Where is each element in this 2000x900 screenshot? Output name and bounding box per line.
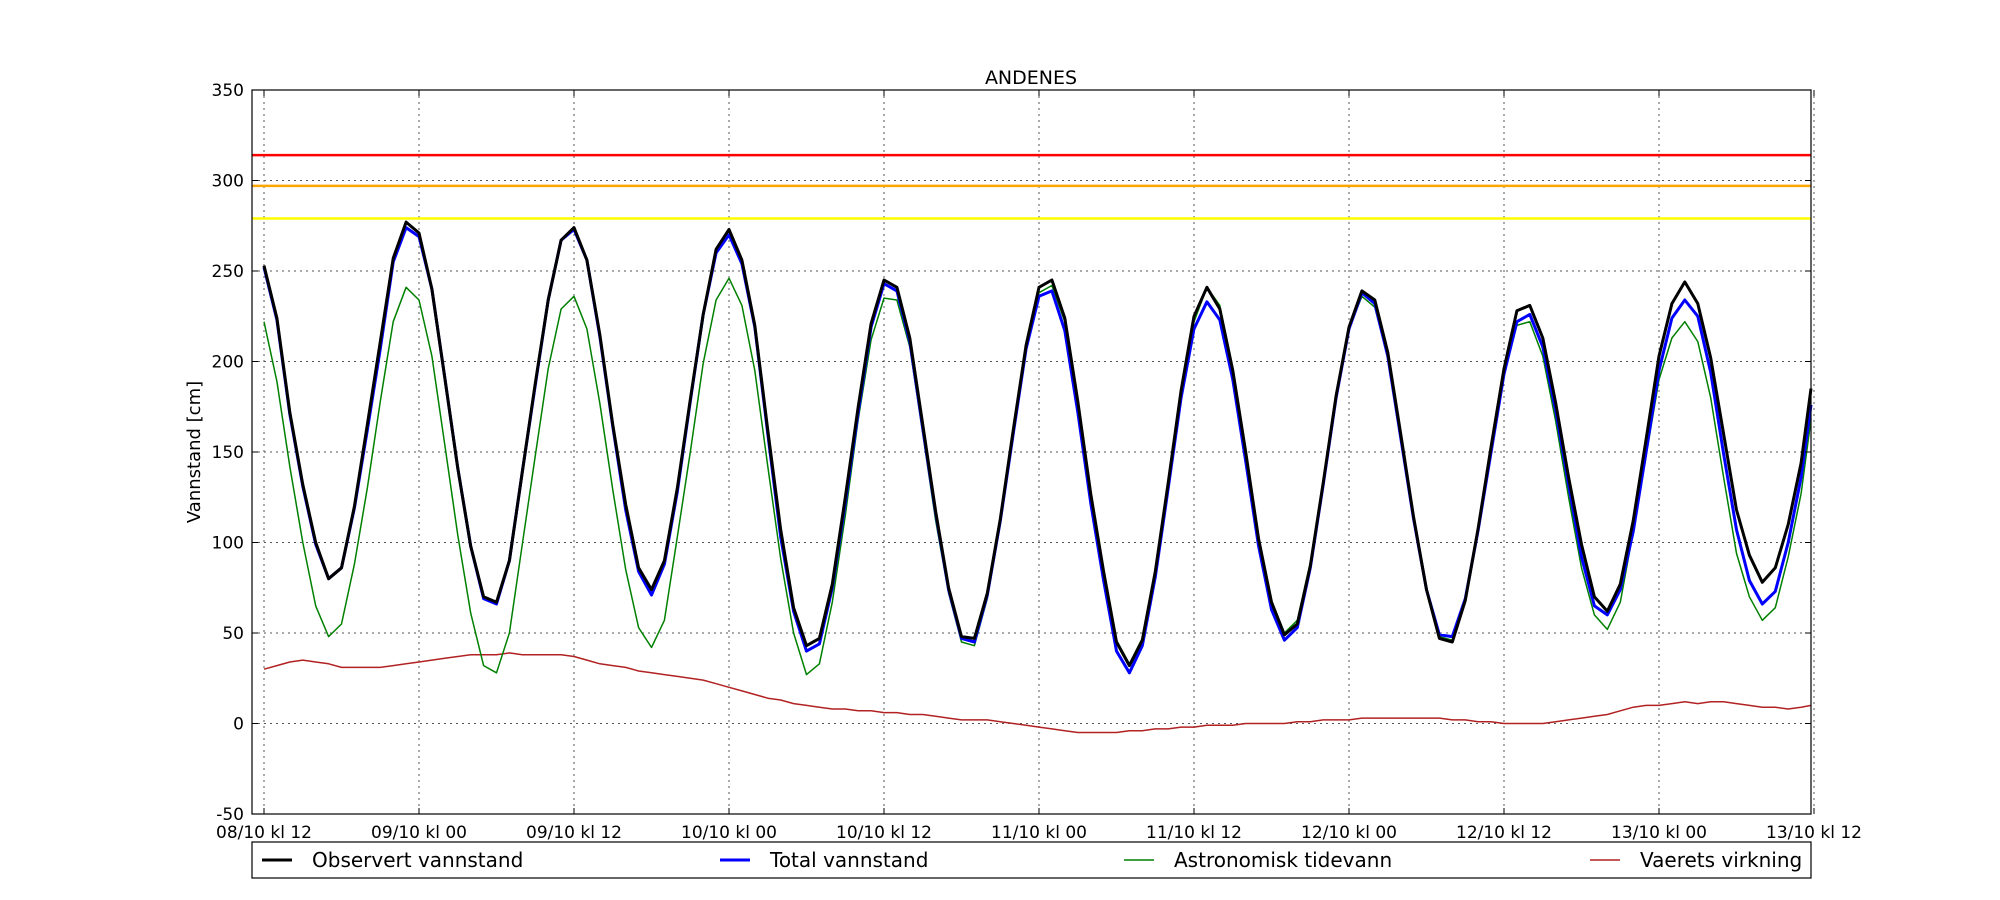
y-tick-label: 300 [212, 172, 244, 192]
legend-label: Observert vannstand [312, 848, 523, 872]
x-tick-label: 09/10 kl 00 [371, 823, 467, 843]
legend-label: Vaerets virkning [1640, 848, 1802, 872]
y-tick-label: 250 [212, 262, 244, 282]
y-tick-label: 0 [233, 715, 244, 735]
x-tick-label: 09/10 kl 12 [526, 823, 622, 843]
y-tick-label: -50 [216, 805, 244, 825]
x-tick-label: 11/10 kl 12 [1146, 823, 1242, 843]
y-tick-label: 100 [212, 534, 244, 554]
x-tick-label: 12/10 kl 12 [1456, 823, 1552, 843]
legend-frame [251, 841, 1812, 879]
series-lines [262, 220, 1813, 734]
legend-label: Astronomisk tidevann [1174, 848, 1392, 872]
y-tick-label: 150 [212, 443, 244, 463]
axis-ticks: -50 0 50 100 150 200 250 300 350 08/10 kl 12 09/10… [212, 81, 1862, 843]
x-tick-label: 13/10 kl 00 [1611, 823, 1707, 843]
legend: Observert vannstand Total vannstand Astron… [251, 841, 1812, 879]
x-tick-label: 13/10 kl 12 [1766, 823, 1862, 843]
x-tick-label: 08/10 kl 12 [216, 823, 312, 843]
x-tick-label: 10/10 kl 12 [836, 823, 932, 843]
y-tick-label: 50 [222, 624, 244, 644]
legend-label: Total vannstand [769, 848, 928, 872]
x-tick-label: 10/10 kl 00 [681, 823, 777, 843]
x-tick-label: 11/10 kl 00 [991, 823, 1087, 843]
y-tick-label: 200 [212, 353, 244, 373]
series-line-vaerets-virkning [263, 652, 1812, 734]
x-tick-label: 12/10 kl 00 [1301, 823, 1397, 843]
chart-title: ANDENES [985, 67, 1077, 89]
threshold-lines [252, 153, 1811, 220]
series-line-observert-vannstand [262, 220, 1813, 668]
y-tick-label: 350 [212, 81, 244, 101]
y-axis-label: Vannstand [cm] [184, 381, 205, 523]
